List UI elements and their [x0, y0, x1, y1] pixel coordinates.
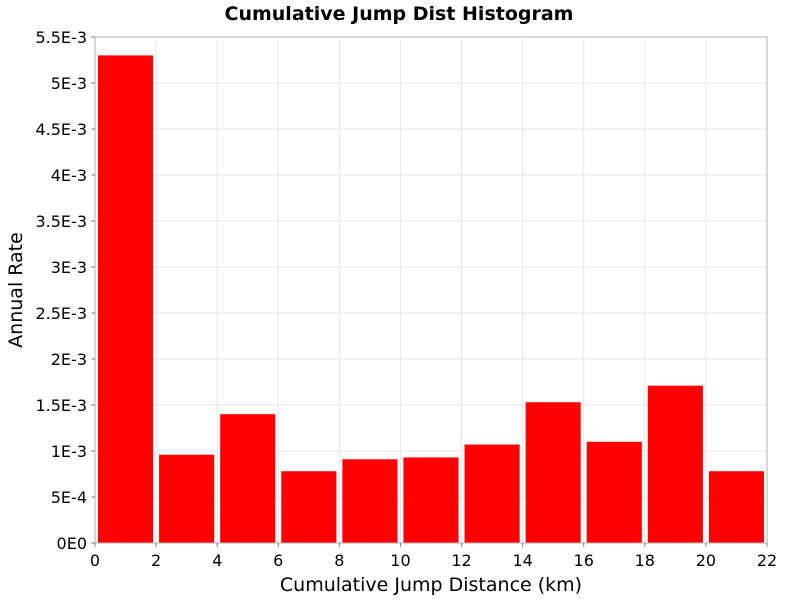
y-tick-label: 1.5E-3	[35, 396, 87, 415]
histogram-bar	[281, 471, 337, 543]
histogram-bar	[403, 457, 459, 543]
x-tick-label: 16	[574, 551, 594, 570]
histogram-bar	[220, 414, 276, 543]
y-tick-label: 1E-3	[51, 442, 87, 461]
histogram-bar	[159, 454, 215, 543]
x-tick-label: 12	[451, 551, 471, 570]
histogram-bar	[464, 444, 520, 543]
plot-frame	[94, 36, 768, 544]
x-tick-label: 10	[390, 551, 410, 570]
y-tick-label: 3E-3	[51, 258, 87, 277]
x-tick-label: 0	[90, 551, 100, 570]
histogram-bar	[342, 459, 398, 543]
x-tick-label: 20	[696, 551, 716, 570]
y-axis-label: Annual Rate	[5, 232, 27, 348]
y-tick-label: 5.5E-3	[35, 28, 87, 47]
x-tick-label: 22	[757, 551, 777, 570]
x-tick-label: 2	[151, 551, 161, 570]
y-tick-label: 2E-3	[51, 350, 87, 369]
y-tick-label: 4E-3	[51, 166, 87, 185]
histogram-bar	[98, 55, 154, 544]
x-axis-ticks: 0 2 4 6 8 10 12 14 16 18 20 22	[90, 543, 777, 570]
bars-group	[98, 55, 764, 544]
x-tick-label: 8	[334, 551, 344, 570]
x-tick-label: 6	[273, 551, 283, 570]
x-tick-label: 4	[212, 551, 222, 570]
y-tick-label: 3.5E-3	[35, 212, 87, 231]
x-axis-label: Cumulative Jump Distance (km)	[280, 574, 582, 596]
histogram-bar	[586, 441, 642, 543]
chart-title: Cumulative Jump Dist Histogram	[225, 3, 574, 25]
y-tick-label: 4.5E-3	[35, 120, 87, 139]
y-tick-label: 5E-3	[51, 74, 87, 93]
y-tick-label: 5E-4	[51, 488, 87, 507]
histogram-bar	[708, 471, 764, 543]
y-axis-ticks: 0E0 5E-4 1E-3 1.5E-3 2E-3 2.5E-3 3E-3 3.5E-3 4E-…	[35, 28, 95, 553]
y-tick-label: 2.5E-3	[35, 304, 87, 323]
histogram-bar	[525, 402, 581, 543]
y-tick-label: 0E0	[57, 534, 87, 553]
x-tick-label: 14	[512, 551, 532, 570]
x-tick-label: 18	[635, 551, 655, 570]
grid-lines	[94, 36, 768, 544]
histogram-bar	[647, 385, 703, 543]
